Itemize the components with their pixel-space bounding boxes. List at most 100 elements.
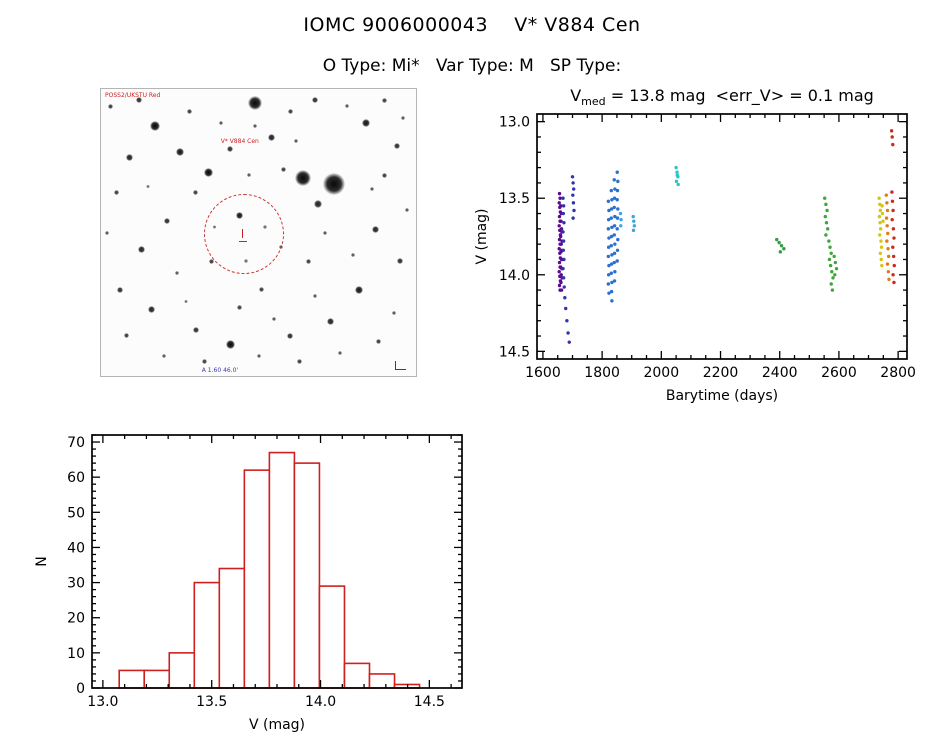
star	[208, 258, 214, 264]
data-point	[607, 263, 611, 268]
data-point	[606, 282, 611, 286]
star	[135, 97, 142, 104]
lightcurve-title-sub: med	[581, 95, 606, 109]
star	[186, 109, 192, 115]
data-point	[570, 175, 575, 179]
data-point	[884, 193, 888, 197]
data-point	[561, 230, 565, 234]
data-point	[828, 263, 833, 268]
data-point	[615, 216, 620, 220]
data-point	[829, 251, 833, 256]
x-tick-label: 2000	[643, 365, 679, 381]
star	[296, 359, 302, 365]
star	[313, 293, 318, 298]
data-point	[674, 179, 679, 184]
data-point	[557, 214, 562, 219]
x-tick-label: 14.0	[305, 694, 336, 710]
data-point	[610, 198, 614, 202]
data-point	[557, 191, 562, 196]
data-point	[779, 243, 784, 248]
x-axis-label: V (mag)	[249, 717, 305, 733]
histogram-bar	[218, 567, 246, 689]
data-point	[557, 201, 561, 205]
star	[123, 333, 129, 339]
data-point	[881, 219, 885, 223]
y-tick-label: 50	[67, 505, 85, 521]
data-point	[561, 211, 566, 216]
star	[105, 230, 110, 235]
star	[371, 226, 379, 234]
lightcurve-title-rest: = 13.8 mag <err_V> = 0.1 mag	[605, 86, 874, 105]
data-point	[831, 276, 835, 280]
star	[237, 304, 243, 310]
data-point	[889, 129, 894, 133]
data-point	[879, 245, 884, 249]
star	[391, 310, 396, 315]
star	[306, 258, 312, 264]
data-point	[558, 204, 563, 208]
page-title: IOMC 9006000043 V* V884 Cen	[303, 14, 641, 36]
data-point	[561, 266, 565, 271]
data-point	[823, 214, 828, 219]
star	[225, 339, 235, 349]
data-point	[571, 216, 575, 220]
data-point	[880, 211, 885, 216]
data-point	[884, 216, 889, 220]
data-point	[612, 205, 616, 210]
data-point	[562, 221, 566, 225]
data-point	[619, 217, 623, 222]
histogram-bar	[293, 462, 321, 689]
data-point	[607, 236, 611, 240]
y-tick-label: 14.5	[499, 344, 530, 360]
star	[184, 299, 188, 304]
data-point	[631, 228, 636, 233]
data-point	[610, 225, 614, 230]
data-point	[616, 207, 620, 211]
data-point	[559, 242, 563, 246]
star	[375, 339, 381, 345]
data-point	[886, 231, 890, 236]
histogram-bar	[368, 673, 396, 689]
star	[294, 138, 299, 143]
y-axis-label: N	[34, 556, 50, 566]
data-point	[612, 178, 616, 182]
data-point	[615, 170, 619, 174]
data-point	[886, 254, 891, 259]
plot-frame	[91, 434, 463, 689]
data-point	[606, 227, 611, 231]
x-tick-label: 13.0	[87, 694, 118, 710]
data-point	[887, 277, 891, 282]
star	[272, 316, 277, 321]
data-point	[612, 279, 617, 283]
star	[248, 96, 263, 111]
data-point	[632, 224, 637, 228]
data-point	[827, 257, 832, 262]
data-point	[782, 247, 786, 251]
data-point	[829, 282, 833, 286]
star	[312, 97, 319, 104]
data-point	[618, 211, 623, 216]
star	[116, 286, 123, 293]
x-tick-label: 2800	[880, 365, 916, 381]
data-point	[825, 227, 830, 231]
star	[192, 327, 199, 334]
data-point	[890, 199, 895, 203]
data-point	[565, 319, 569, 323]
data-point	[834, 266, 839, 271]
data-point	[610, 253, 614, 257]
star	[294, 169, 311, 186]
star	[164, 218, 171, 225]
x-tick-label: 14.5	[414, 694, 445, 710]
star	[338, 351, 343, 356]
data-point	[572, 208, 576, 213]
star	[344, 104, 349, 109]
data-point	[566, 331, 570, 335]
data-point	[827, 239, 831, 243]
data-point	[891, 273, 895, 277]
data-point	[557, 260, 562, 265]
data-point	[557, 224, 561, 228]
star	[314, 199, 323, 208]
data-point	[615, 259, 619, 263]
y-tick-label: 13.0	[499, 115, 530, 131]
star	[107, 103, 113, 109]
